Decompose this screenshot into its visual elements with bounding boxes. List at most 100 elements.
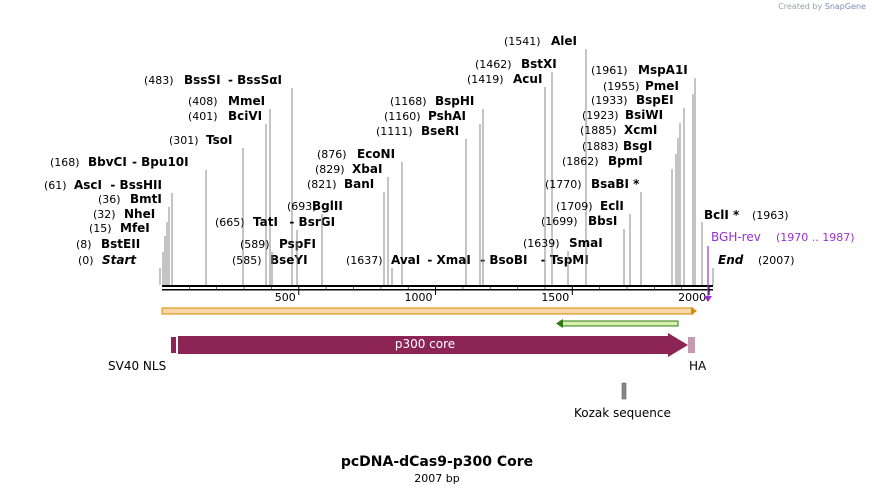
site-position: (1699) — [541, 215, 578, 228]
orf-reverse-arrow-icon — [556, 319, 563, 328]
site-position: (8) — [76, 238, 92, 251]
site-name: AvaI — [391, 253, 420, 267]
site-name: BmtI — [130, 192, 162, 206]
site-name: BanI — [344, 177, 374, 191]
site-position: (1885) — [580, 124, 617, 137]
site-position: (36) — [98, 193, 121, 206]
site-position: (2007) — [758, 254, 795, 267]
sv40-nls-label: SV40 NLS — [108, 359, 166, 373]
credit-prefix: Created by — [778, 2, 823, 11]
site-position: (829) — [315, 163, 345, 176]
site-position: (1963) — [752, 209, 789, 222]
kozak-feature — [621, 382, 627, 400]
site-position: (32) — [93, 208, 116, 221]
site-position: (301) — [169, 134, 199, 147]
backbone-top — [162, 285, 713, 287]
site-name: AleI — [551, 34, 577, 48]
site-name: NheI — [124, 207, 155, 221]
snapgene-credit: Created by SnapGene — [778, 2, 866, 11]
site-name: MmeI — [228, 94, 265, 108]
site-position: (15) — [89, 222, 112, 235]
site-position: (168) — [50, 156, 80, 169]
plasmid-length: 2007 bp — [414, 472, 460, 485]
primer-name: BGH-rev — [711, 230, 761, 244]
ha-feature — [688, 337, 695, 353]
site-name: TsoI — [206, 133, 232, 147]
backbone-bottom — [162, 289, 713, 291]
site-position: (1639) — [523, 237, 560, 250]
site-position: (0) — [78, 254, 94, 267]
kozak-label: Kozak sequence — [574, 406, 671, 420]
site-position: (1111) — [376, 125, 413, 138]
site-position: (1160) — [384, 110, 421, 123]
site-name-alt: - BsrGI — [289, 215, 335, 229]
site-position: (1770) — [545, 178, 582, 191]
site-name: BstEII — [101, 237, 140, 251]
orf-bar-reverse — [559, 320, 679, 327]
ruler-label: 1500 — [541, 291, 569, 304]
plasmid-title: pcDNA-dCas9-p300 Core — [340, 454, 534, 470]
orf-bar-forward — [161, 307, 694, 315]
site-position: (1933) — [591, 94, 628, 107]
site-position: (1419) — [467, 73, 504, 86]
site-name: PshAI — [428, 109, 466, 123]
primer-arrow-icon — [704, 296, 712, 302]
site-name: XbaI — [352, 162, 382, 176]
site-name: BseYI — [270, 253, 308, 267]
site-name-alt: - TspMI — [541, 253, 589, 267]
site-name: BsaBI * — [591, 177, 640, 191]
primer-range: (1970 .. 1987) — [776, 231, 855, 244]
site-position: (483) — [144, 74, 174, 87]
site-name: BseRI — [421, 124, 459, 138]
credit-brand: SnapGene — [824, 2, 866, 11]
site-position: (821) — [307, 178, 337, 191]
site-position: (61) — [44, 179, 67, 192]
site-name: EclI — [600, 199, 624, 213]
p300-core-label: p300 core — [395, 337, 455, 351]
ruler-label: 1000 — [405, 291, 433, 304]
site-name: BsgI — [623, 139, 652, 153]
site-name: AcuI — [513, 72, 542, 86]
site-position: (1637) — [346, 254, 383, 267]
site-position: (408) — [188, 95, 218, 108]
site-position: (585) — [232, 254, 262, 267]
site-name: End — [718, 253, 744, 267]
site-name-alt: - XmaI — [427, 253, 470, 267]
site-position: (1862) — [562, 155, 599, 168]
site-name: BspHI — [435, 94, 474, 108]
site-name: TatI — [253, 215, 278, 229]
site-name: BclI * — [704, 208, 740, 222]
site-position: (1961) — [591, 64, 628, 77]
site-name-alt: - BssHII — [110, 178, 162, 192]
site-name: XcmI — [624, 123, 657, 137]
site-position: (1883) — [582, 140, 619, 153]
site-name: BsiWI — [625, 108, 663, 122]
site-position: (693) — [287, 200, 317, 213]
site-name: MspA1I — [638, 63, 688, 77]
site-name-alt: - BsoBI — [480, 253, 527, 267]
sv40-nls-feature — [171, 337, 176, 353]
site-position: (1168) — [390, 95, 427, 108]
ruler-label: 2000 — [678, 291, 706, 304]
site-name: EcoNI — [357, 147, 395, 161]
site-name: BbsI — [588, 214, 617, 228]
site-position: (665) — [215, 216, 245, 229]
site-name: BciVI — [228, 109, 262, 123]
ha-label: HA — [689, 359, 707, 373]
p300-core-feature — [178, 333, 688, 357]
ruler-label: 500 — [275, 291, 296, 304]
site-position: (1955) — [603, 80, 640, 93]
site-position: (1541) — [504, 35, 541, 48]
site-position: (1709) — [556, 200, 593, 213]
orf-forward-arrow-icon — [691, 307, 697, 315]
site-name: MfeI — [120, 221, 150, 235]
site-position: (1462) — [475, 58, 512, 71]
site-position: (401) — [188, 110, 218, 123]
site-name: BstXI — [521, 57, 557, 71]
site-name: BglII — [312, 199, 343, 213]
site-name-alt: - BssSαI — [228, 73, 282, 87]
site-name: AscI — [74, 178, 102, 192]
site-name: SmaI — [569, 236, 603, 250]
site-name: BpmI — [608, 154, 643, 168]
site-name: BbvCI — [88, 155, 127, 169]
